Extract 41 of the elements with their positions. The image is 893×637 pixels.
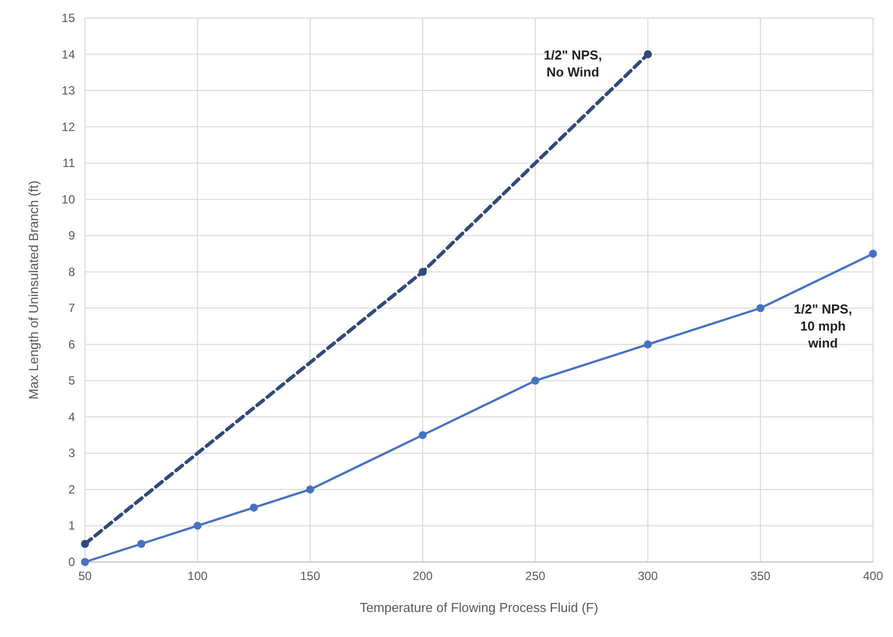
point xyxy=(644,50,652,58)
point xyxy=(531,376,540,385)
point xyxy=(869,250,877,258)
y-tick-label: 5 xyxy=(68,374,76,388)
point xyxy=(250,504,258,512)
y-tick-label: 1 xyxy=(68,518,76,533)
y-tick-label: 15 xyxy=(62,11,76,25)
x-tick-label: 50 xyxy=(78,569,92,583)
point xyxy=(644,340,652,348)
y-tick-label: 9 xyxy=(68,228,76,243)
point xyxy=(306,485,314,494)
point xyxy=(418,268,427,276)
point xyxy=(756,304,764,312)
x-tick-label: 100 xyxy=(188,569,208,583)
y-tick-label: 12 xyxy=(62,120,76,134)
y-tick-label: 2 xyxy=(68,482,76,496)
y-tick-label: 14 xyxy=(62,47,76,62)
x-axis-title: Temperature of Flowing Process Fluid (F) xyxy=(360,600,598,615)
y-tick-label: 6 xyxy=(68,337,76,352)
y-tick-label: 11 xyxy=(62,156,76,170)
y-tick-label: 8 xyxy=(68,264,76,279)
x-tick-label: 350 xyxy=(750,569,771,583)
y-tick-label: 4 xyxy=(68,410,76,424)
x-tick-label: 250 xyxy=(525,569,546,583)
x-tick-label: 400 xyxy=(862,569,884,583)
point xyxy=(81,540,89,548)
y-tick-label: 7 xyxy=(68,301,76,316)
x-tick-label: 300 xyxy=(638,569,658,583)
series-label: 1/2" NPS, 10 mph wind xyxy=(794,302,852,351)
series-label: 1/2" NPS, No Wind xyxy=(544,47,602,80)
y-axis-title: Max Length of Uninsulated Branch (ft) xyxy=(26,180,41,400)
x-tick-label: 200 xyxy=(412,569,434,583)
point xyxy=(81,558,89,566)
x-tick-label: 150 xyxy=(300,569,320,583)
y-tick-label: 10 xyxy=(62,192,76,206)
point xyxy=(137,540,146,548)
point xyxy=(418,431,427,440)
y-tick-label: 13 xyxy=(62,84,76,98)
y-tick-label: 0 xyxy=(68,555,76,569)
y-tick-label: 3 xyxy=(68,446,76,460)
point xyxy=(194,522,202,530)
